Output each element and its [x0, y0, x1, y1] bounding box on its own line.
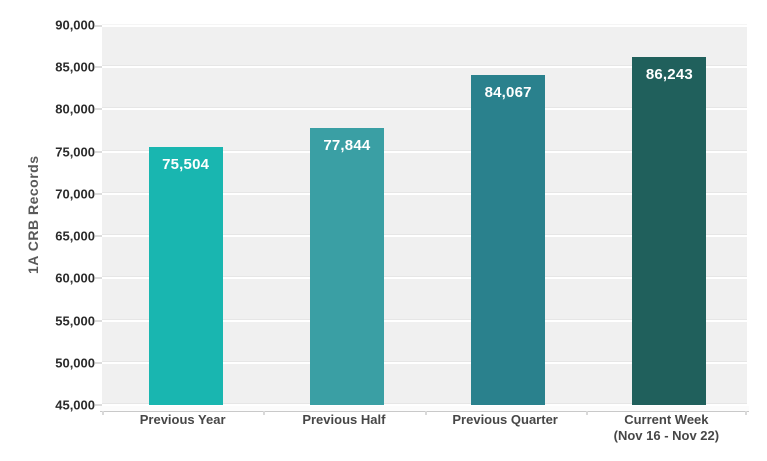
y-tick-label: 55,000 [55, 313, 95, 329]
x-category-label: Previous Half [302, 412, 386, 427]
y-tick-label: 75,000 [55, 144, 95, 160]
y-tick-mark [95, 361, 102, 364]
plot-area: 75,504 77,844 84,067 86,243 [95, 25, 749, 415]
gridline [102, 66, 747, 69]
y-tick-label: 45,000 [55, 397, 95, 413]
gridline [102, 235, 747, 238]
x-category-label: Current Week (Nov 16 - Nov 22) [613, 412, 720, 444]
y-tick-mark [95, 66, 102, 69]
gridline [102, 319, 747, 322]
gridline [102, 192, 747, 195]
gridline [102, 25, 747, 27]
y-tick-label: 65,000 [55, 228, 95, 244]
x-tick-mark [424, 411, 427, 415]
y-tick-label: 80,000 [55, 101, 95, 117]
gridline [102, 108, 747, 111]
x-axis-category-labels: Previous Year Previous Half Previous Quart… [102, 412, 747, 445]
bar-2: 77,844 [309, 127, 384, 405]
gridline [102, 361, 747, 364]
y-tick-mark [95, 192, 102, 195]
bar-3: 84,067 [471, 75, 546, 405]
x-axis-line [100, 406, 749, 411]
y-tick-label: 70,000 [55, 186, 95, 202]
y-tick-label: 50,000 [55, 355, 95, 371]
bar-value-label: 86,243 [645, 65, 693, 83]
y-tick-label: 90,000 [55, 17, 95, 33]
y-tick-mark [95, 319, 102, 322]
y-tick-mark [95, 150, 102, 153]
y-tick-mark [95, 277, 102, 280]
y-tick-mark [95, 108, 102, 111]
x-category-label: Previous Quarter [452, 412, 558, 427]
gridline [102, 150, 747, 153]
bar-value-label: 75,504 [162, 156, 210, 174]
y-axis-tick-labels: 90,000 85,000 80,000 75,000 70,000 65,000 60,0… [0, 18, 95, 413]
y-tick-label: 85,000 [55, 59, 95, 75]
bar-value-label: 84,067 [484, 84, 532, 102]
y-tick-mark [95, 404, 102, 406]
bar-1: 75,504 [148, 147, 223, 405]
y-tick-mark [95, 235, 102, 238]
bar-value-label: 77,844 [323, 136, 371, 154]
x-tick-mark [102, 411, 104, 415]
x-tick-mark [585, 411, 588, 415]
y-tick-label: 60,000 [55, 270, 95, 286]
gridline [102, 277, 747, 280]
x-tick-mark [263, 411, 266, 415]
gridline [102, 404, 747, 406]
x-tick-mark [745, 411, 747, 415]
x-category-label: Previous Year [139, 412, 226, 427]
bar-4: 86,243 [632, 56, 707, 405]
y-tick-mark [95, 25, 102, 27]
